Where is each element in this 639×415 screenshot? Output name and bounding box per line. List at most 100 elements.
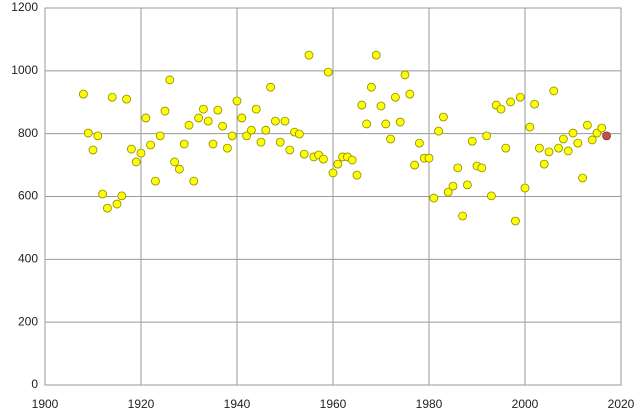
data-point <box>477 163 487 173</box>
data-point <box>597 123 607 133</box>
data-point <box>352 170 362 180</box>
data-point <box>294 129 304 139</box>
data-point <box>189 176 199 186</box>
data-point <box>79 89 88 99</box>
data-point <box>535 143 544 153</box>
data-point <box>88 145 98 155</box>
data-point <box>218 121 228 131</box>
data-point <box>458 211 468 221</box>
data-point <box>299 149 309 159</box>
data-point <box>246 125 256 135</box>
y-tick-label: 600 <box>18 189 38 203</box>
data-point <box>486 191 496 201</box>
data-point <box>511 216 520 226</box>
data-point <box>563 146 573 156</box>
plot-border <box>44 7 622 386</box>
data-point <box>395 117 405 127</box>
data-point <box>275 137 285 147</box>
data-point <box>501 143 511 153</box>
data-point <box>573 138 583 148</box>
data-point <box>544 147 554 157</box>
data-point <box>376 101 386 111</box>
data-point <box>194 113 204 123</box>
data-point <box>568 128 578 138</box>
data-point <box>366 82 376 92</box>
data-point <box>424 153 434 163</box>
data-point <box>414 138 424 148</box>
data-point <box>146 140 156 150</box>
data-point <box>198 104 208 114</box>
data-point <box>93 131 103 141</box>
data-point <box>270 116 280 126</box>
data-point <box>386 134 396 144</box>
data-point <box>390 92 400 102</box>
y-tick-label: 200 <box>18 314 38 328</box>
y-tick-label: 1000 <box>11 63 38 77</box>
x-tick-label: 2020 <box>608 397 635 411</box>
data-point <box>131 157 141 167</box>
data-point <box>506 97 516 107</box>
data-point <box>530 99 539 109</box>
data-point <box>448 181 458 191</box>
data-point <box>251 104 261 114</box>
data-point <box>438 112 448 122</box>
data-point <box>103 203 112 213</box>
data-point <box>261 125 271 135</box>
data-point <box>357 100 367 110</box>
y-tick-label: 0 <box>31 377 38 391</box>
data-point <box>362 119 372 129</box>
data-point <box>318 154 328 164</box>
data-point <box>347 155 357 165</box>
data-point <box>434 126 444 136</box>
data-point <box>496 104 506 114</box>
data-point <box>203 116 213 126</box>
data-point <box>467 136 477 146</box>
data-point <box>554 143 563 153</box>
data-point <box>117 191 127 201</box>
y-tick-label: 1200 <box>11 0 38 14</box>
data-point <box>98 189 107 199</box>
data-point <box>242 131 252 141</box>
data-point <box>122 94 131 104</box>
data-point <box>549 86 559 96</box>
data-point <box>208 139 218 149</box>
x-tick-label: 1960 <box>320 397 347 411</box>
data-point <box>400 70 410 80</box>
y-tick-label: 800 <box>18 126 38 140</box>
data-point <box>602 131 611 141</box>
data-point <box>213 105 223 115</box>
data-point <box>266 82 276 92</box>
data-point <box>333 159 343 169</box>
data-point <box>578 173 587 183</box>
x-tick-label: 1940 <box>224 397 251 411</box>
data-point <box>410 160 420 170</box>
data-point <box>482 131 492 141</box>
data-point <box>587 135 597 145</box>
data-point <box>520 183 530 193</box>
data-point <box>184 120 194 130</box>
data-point <box>107 92 117 102</box>
data-point <box>136 148 146 158</box>
data-point <box>155 131 165 141</box>
data-point <box>83 128 93 138</box>
data-point <box>160 106 170 116</box>
x-tick-label: 1980 <box>416 397 443 411</box>
data-point <box>462 180 472 190</box>
data-point <box>227 131 237 141</box>
data-point <box>126 144 136 154</box>
y-tick-label: 400 <box>18 252 38 266</box>
data-point <box>256 137 266 147</box>
data-point <box>539 159 549 169</box>
data-point <box>280 116 290 126</box>
data-point <box>525 122 535 132</box>
x-tick-label: 2000 <box>512 397 539 411</box>
data-point <box>328 168 338 178</box>
data-point <box>112 199 122 209</box>
data-point <box>150 176 160 186</box>
data-point <box>381 119 391 129</box>
data-point <box>285 145 295 155</box>
data-point <box>170 157 180 167</box>
data-point <box>405 89 415 99</box>
data-point <box>323 67 333 77</box>
